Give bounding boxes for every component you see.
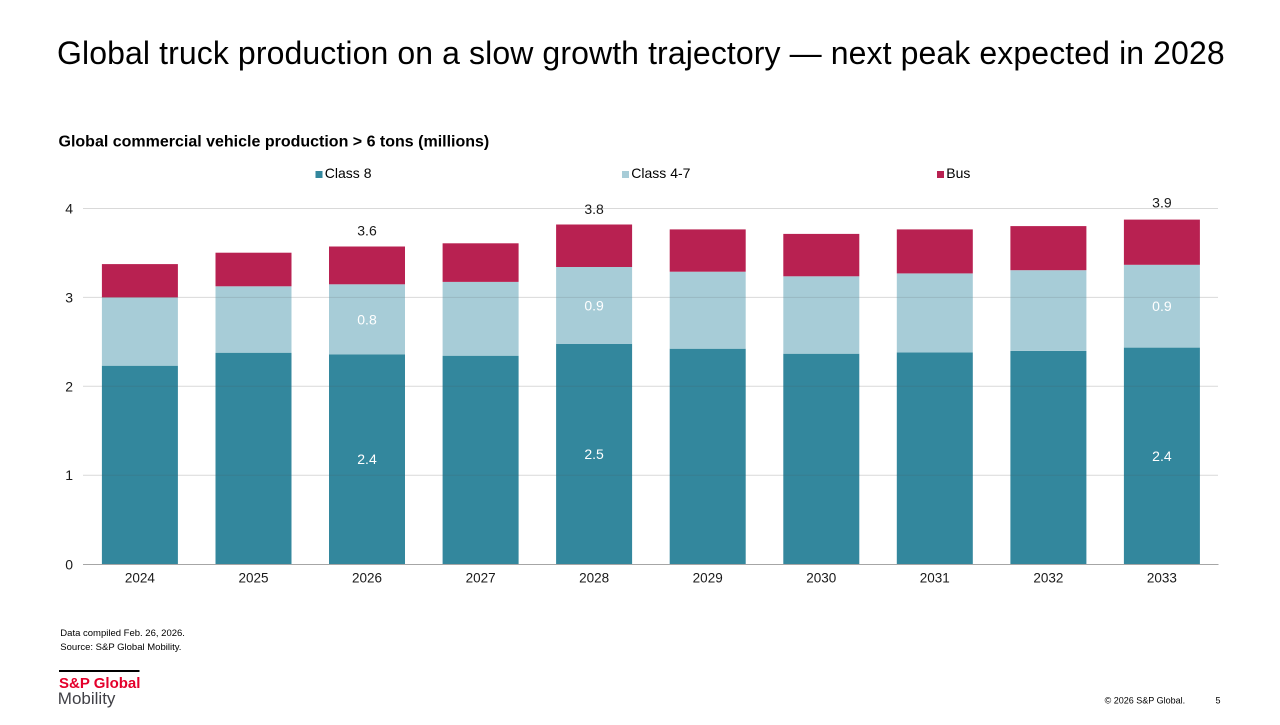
svg-text:2: 2 bbox=[65, 378, 73, 394]
svg-text:2031: 2031 bbox=[920, 571, 950, 586]
svg-text:Source: S&P Global Mobility.: Source: S&P Global Mobility. bbox=[60, 642, 181, 653]
svg-text:0.9: 0.9 bbox=[584, 297, 604, 313]
svg-text:3.8: 3.8 bbox=[584, 201, 604, 217]
svg-text:5: 5 bbox=[1216, 696, 1221, 706]
svg-text:3.9: 3.9 bbox=[1152, 195, 1172, 211]
svg-text:Bus: Bus bbox=[946, 165, 970, 181]
svg-text:2033: 2033 bbox=[1147, 571, 1177, 586]
svg-text:Class 8: Class 8 bbox=[325, 165, 372, 181]
svg-text:Global truck production on a s: Global truck production on a slow growth… bbox=[57, 35, 1225, 71]
svg-text:2029: 2029 bbox=[693, 571, 723, 586]
svg-text:0.8: 0.8 bbox=[357, 311, 377, 327]
svg-text:2.4: 2.4 bbox=[1152, 448, 1172, 464]
svg-text:2032: 2032 bbox=[1033, 571, 1063, 586]
svg-text:3: 3 bbox=[65, 289, 73, 305]
svg-text:3.6: 3.6 bbox=[357, 223, 377, 239]
svg-text:2030: 2030 bbox=[806, 571, 836, 586]
svg-text:2028: 2028 bbox=[579, 571, 609, 586]
svg-text:Data compiled Feb. 26, 2026.: Data compiled Feb. 26, 2026. bbox=[60, 628, 185, 639]
svg-text:0.9: 0.9 bbox=[1152, 298, 1172, 314]
svg-text:2.5: 2.5 bbox=[584, 446, 604, 462]
svg-text:2026: 2026 bbox=[352, 571, 382, 586]
svg-text:0: 0 bbox=[65, 556, 73, 572]
svg-text:Class 4-7: Class 4-7 bbox=[631, 165, 690, 181]
svg-text:2024: 2024 bbox=[125, 571, 156, 586]
svg-text:2027: 2027 bbox=[466, 571, 496, 586]
svg-text:2025: 2025 bbox=[238, 571, 268, 586]
svg-text:S&P Global: S&P Global bbox=[59, 675, 140, 692]
svg-text:1: 1 bbox=[65, 467, 73, 483]
svg-text:© 2026 S&P Global.: © 2026 S&P Global. bbox=[1105, 696, 1186, 706]
svg-text:Global commercial vehicle prod: Global commercial vehicle production > 6… bbox=[59, 134, 490, 151]
svg-text:4: 4 bbox=[65, 201, 73, 217]
svg-text:Mobility: Mobility bbox=[58, 689, 116, 708]
svg-text:2.4: 2.4 bbox=[357, 451, 377, 467]
